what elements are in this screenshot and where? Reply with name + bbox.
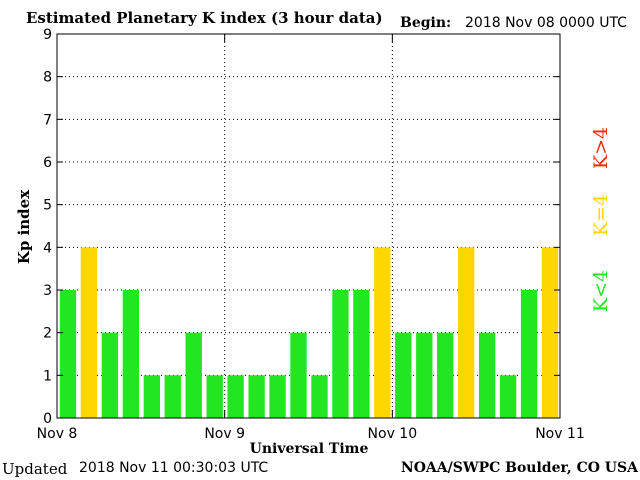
y-tick-label: 2 — [43, 326, 52, 342]
kp-bar — [269, 375, 286, 418]
x-tick-label: Nov 11 — [535, 426, 585, 442]
kp-bar — [80, 247, 98, 418]
begin-value: 2018 Nov 08 0000 UTC — [465, 15, 627, 31]
kp-bar — [143, 375, 160, 418]
legend-k-above-4: K>4 — [590, 126, 612, 170]
legend-k-equal-4: K=4 — [590, 193, 612, 237]
updated-timestamp: 2018 Nov 11 00:30:03 UTC — [79, 460, 269, 476]
x-tick-label: Nov 8 — [37, 426, 78, 442]
kp-bar — [437, 332, 454, 418]
kp-bar — [311, 375, 328, 418]
kp-bar — [353, 290, 370, 418]
y-axis-ticks: 0 1 2 3 4 5 6 7 8 9 — [43, 27, 560, 427]
kp-bar — [416, 332, 433, 418]
y-tick-label: 0 — [43, 411, 52, 427]
kp-bar — [227, 375, 244, 418]
kp-bar — [478, 332, 496, 418]
y-tick-label: 6 — [43, 155, 52, 171]
kp-bar — [520, 290, 538, 418]
begin-label: Begin: — [400, 15, 452, 31]
kp-bar — [374, 247, 391, 418]
plot-frame — [56, 33, 561, 419]
y-tick-label: 5 — [43, 198, 52, 214]
kp-bar — [395, 332, 412, 418]
x-axis-ticks: Nov 8 Nov 9 Nov 10 Nov 11 — [37, 34, 585, 442]
y-tick-label: 7 — [43, 112, 52, 128]
kp-bar — [290, 332, 307, 418]
kp-bar — [499, 375, 517, 418]
y-tick-label: 8 — [43, 70, 52, 86]
legend-k-below-4: K<4 — [590, 269, 612, 313]
grid — [57, 34, 560, 418]
credit-text: NOAA/SWPC Boulder, CO USA — [400, 460, 638, 476]
updated-label: Updated — [2, 460, 68, 478]
kp-bar — [332, 290, 349, 418]
kp-bar — [248, 375, 265, 418]
kp-bar — [122, 290, 140, 418]
kp-bar — [185, 332, 202, 418]
y-tick-label: 1 — [43, 368, 52, 384]
kp-bar — [101, 332, 119, 418]
y-tick-label: 9 — [43, 27, 52, 43]
y-tick-label: 3 — [43, 283, 52, 299]
kp-bar — [59, 290, 77, 418]
y-axis-label: Kp index — [15, 189, 33, 265]
kp-bar — [458, 247, 475, 418]
x-tick-label: Nov 10 — [368, 426, 418, 442]
kp-bar — [164, 375, 181, 418]
x-axis-label: Universal Time — [250, 441, 369, 457]
y-tick-label: 4 — [43, 240, 52, 256]
x-tick-label: Nov 9 — [204, 426, 245, 442]
kp-bar — [206, 375, 223, 418]
chart-title: Estimated Planetary K index (3 hour data… — [26, 9, 383, 27]
